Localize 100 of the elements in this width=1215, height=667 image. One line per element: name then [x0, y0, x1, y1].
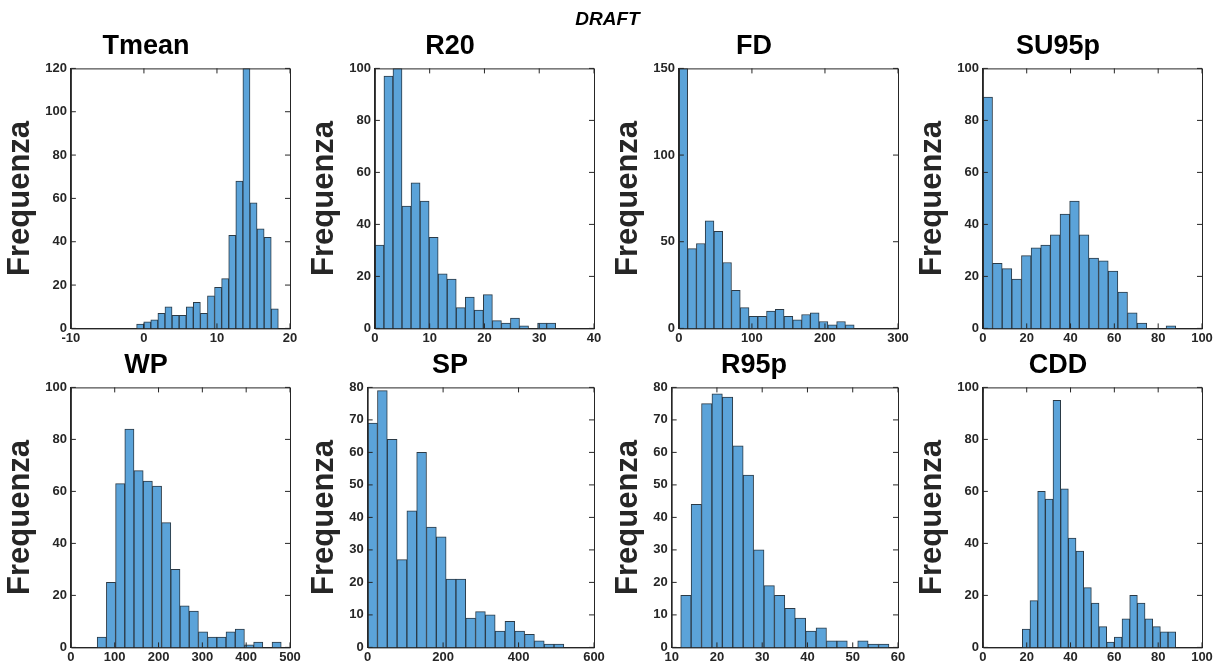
- y-axis-title: Frequenza: [1, 120, 37, 276]
- x-tick-label: 200: [147, 648, 170, 664]
- y-tick-label: 100: [957, 378, 979, 394]
- x-tick-label: 30: [754, 648, 770, 664]
- x-tick-label: 80: [1150, 329, 1166, 345]
- chart-title: SP: [431, 348, 469, 379]
- x-tick-label: 100: [1191, 329, 1213, 345]
- y-tick-label: 70: [653, 411, 668, 427]
- y-tick-label: 60: [349, 443, 364, 459]
- y-tick-label: 80: [653, 378, 668, 394]
- y-tick-label: 0: [59, 638, 67, 654]
- text: DRAFT: [575, 8, 640, 30]
- chart-title: Tmean: [102, 29, 190, 60]
- x-tick-label: 0: [140, 329, 148, 345]
- y-tick-label: 0: [356, 638, 364, 654]
- x-tick-label: 40: [800, 648, 815, 664]
- y-axis-title: Frequenza: [913, 120, 949, 276]
- y-tick-label: 100: [45, 378, 67, 394]
- x-tick-label: 400: [507, 648, 530, 664]
- y-tick-label: 0: [971, 319, 979, 335]
- y-axis-title: Frequenza: [305, 120, 341, 276]
- y-tick-label: 0: [971, 638, 979, 654]
- y-tick-label: 40: [356, 215, 371, 231]
- y-tick-label: 10: [653, 606, 668, 622]
- y-tick-label: 40: [653, 508, 668, 524]
- y-tick-label: 120: [45, 59, 67, 75]
- chart-title: R95p: [720, 348, 788, 379]
- y-tick-label: 100: [349, 59, 371, 75]
- y-tick-label: 40: [52, 534, 67, 550]
- x-tick-label: 50: [845, 648, 860, 664]
- x-tick-label: 20: [709, 648, 725, 664]
- chart-title: SU95p: [1015, 29, 1101, 60]
- y-tick-label: 50: [349, 476, 364, 492]
- y-tick-label: 60: [52, 189, 67, 205]
- y-tick-label: 10: [349, 606, 364, 622]
- y-tick-label: 50: [660, 233, 675, 249]
- x-tick-label: 20: [1019, 329, 1034, 345]
- x-tick-label: 20: [477, 329, 492, 345]
- x-tick-label: 10: [422, 329, 437, 345]
- x-tick-label: 60: [1107, 648, 1122, 664]
- y-axis-title: Frequenza: [609, 120, 645, 276]
- x-tick-label: 80: [1150, 648, 1166, 664]
- x-tick-label: 40: [1063, 648, 1078, 664]
- y-tick-label: 100: [653, 146, 675, 162]
- y-tick-label: 0: [59, 319, 67, 335]
- y-tick-label: 60: [964, 482, 979, 498]
- y-tick-label: 100: [45, 103, 67, 119]
- y-tick-label: 0: [363, 319, 371, 335]
- y-tick-label: 40: [964, 215, 979, 231]
- y-axis-title: Frequenza: [609, 439, 645, 595]
- y-tick-label: 40: [52, 233, 67, 249]
- x-tick-label: 40: [586, 329, 602, 345]
- y-tick-label: 60: [653, 443, 668, 459]
- x-tick-label: 200: [432, 648, 454, 664]
- y-tick-label: 80: [964, 111, 979, 127]
- x-tick-label: 40: [1063, 329, 1078, 345]
- x-tick-label: 200: [814, 329, 836, 345]
- y-tick-label: 150: [653, 59, 675, 75]
- y-tick-label: 50: [653, 476, 668, 492]
- x-tick-label: 300: [887, 329, 909, 345]
- x-tick-label: 30: [531, 329, 547, 345]
- x-tick-label: 60: [1107, 329, 1122, 345]
- y-tick-label: 40: [349, 508, 364, 524]
- x-tick-label: 60: [890, 648, 906, 664]
- y-axis-title: Frequenza: [913, 439, 949, 595]
- y-tick-label: 80: [964, 430, 979, 446]
- x-tick-label: 500: [279, 648, 301, 664]
- x-tick-label: 600: [583, 648, 605, 664]
- y-tick-label: 20: [349, 573, 364, 589]
- y-axis-title: Frequenza: [1, 439, 37, 595]
- y-tick-label: 80: [52, 430, 67, 446]
- y-tick-label: 30: [653, 541, 668, 557]
- y-tick-label: 20: [653, 573, 668, 589]
- y-tick-label: 80: [52, 146, 67, 162]
- y-tick-label: 60: [964, 163, 979, 179]
- y-tick-label: 40: [964, 534, 979, 550]
- y-tick-label: 70: [349, 411, 364, 427]
- x-tick-label: 100: [103, 648, 126, 664]
- y-tick-label: 80: [349, 378, 364, 394]
- x-tick-label: 20: [282, 329, 298, 345]
- x-tick-label: 300: [191, 648, 214, 664]
- y-tick-label: 60: [52, 482, 67, 498]
- x-tick-label: 400: [235, 648, 258, 664]
- x-tick-label: 100: [741, 329, 763, 345]
- y-tick-label: 20: [356, 267, 371, 283]
- x-tick-label: 100: [1191, 648, 1213, 664]
- y-tick-label: 80: [356, 111, 371, 127]
- chart-title: FD: [736, 29, 772, 60]
- y-tick-label: 20: [52, 586, 67, 602]
- x-tick-label: 20: [1019, 648, 1034, 664]
- y-tick-label: 60: [356, 163, 371, 179]
- x-tick-label: 10: [209, 329, 225, 345]
- chart-title: WP: [124, 348, 168, 379]
- y-tick-label: 100: [957, 59, 979, 75]
- y-tick-label: 20: [964, 586, 979, 602]
- chart-title: CDD: [1028, 348, 1088, 379]
- y-axis-title: Frequenza: [305, 439, 341, 595]
- y-tick-label: 20: [964, 267, 979, 283]
- y-tick-label: 20: [52, 276, 67, 292]
- y-tick-label: 0: [667, 319, 675, 335]
